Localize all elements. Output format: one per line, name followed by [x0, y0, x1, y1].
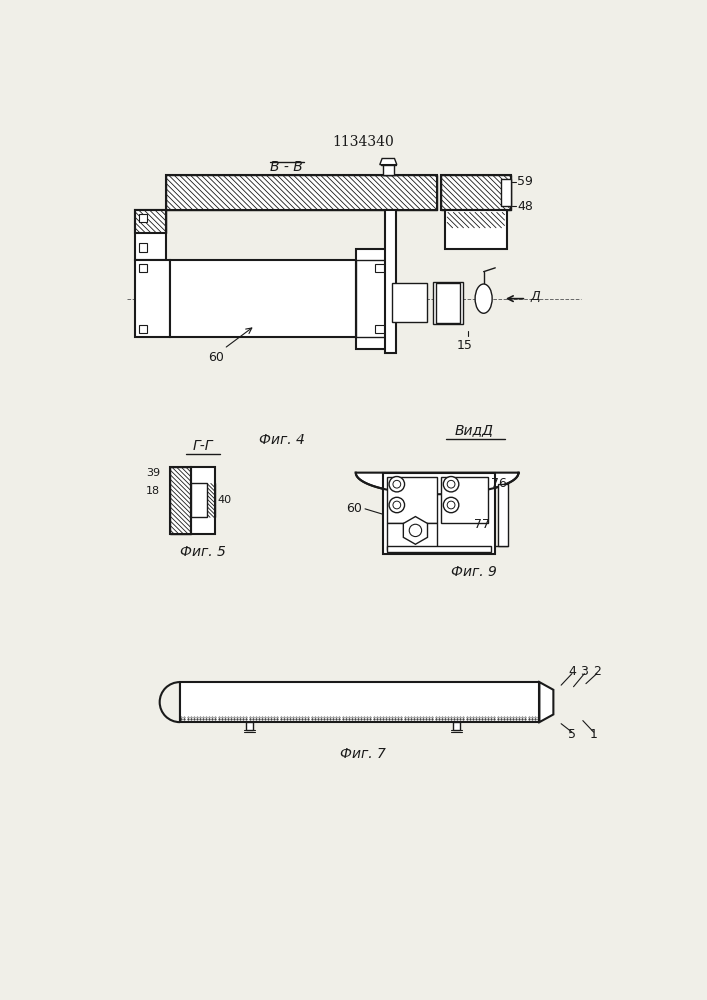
- Bar: [139, 325, 147, 333]
- Bar: [170, 466, 192, 534]
- Bar: [392, 283, 427, 322]
- Text: 48: 48: [517, 200, 533, 213]
- Text: B - B: B - B: [270, 160, 303, 174]
- Bar: [166, 175, 437, 210]
- Text: 76: 76: [491, 477, 507, 490]
- Text: Фиг. 4: Фиг. 4: [259, 433, 305, 447]
- Polygon shape: [539, 682, 554, 722]
- Circle shape: [389, 477, 404, 492]
- Bar: [375, 325, 384, 333]
- Text: Фиг. 9: Фиг. 9: [451, 565, 497, 579]
- Text: 59: 59: [517, 175, 533, 188]
- Bar: [448, 212, 505, 228]
- Bar: [166, 175, 437, 210]
- Bar: [441, 175, 510, 210]
- Circle shape: [389, 497, 404, 513]
- Circle shape: [443, 497, 459, 513]
- Text: 3: 3: [580, 665, 588, 678]
- Text: Фиг. 5: Фиг. 5: [180, 545, 226, 559]
- Bar: [139, 243, 147, 252]
- Bar: [135, 260, 170, 337]
- Text: 18: 18: [146, 486, 160, 496]
- Bar: [383, 165, 394, 175]
- Polygon shape: [404, 517, 428, 544]
- Text: ВидД: ВидД: [455, 423, 493, 437]
- Bar: [356, 260, 391, 337]
- Bar: [375, 264, 384, 272]
- Circle shape: [443, 477, 459, 492]
- Bar: [452, 722, 460, 730]
- Bar: [498, 484, 508, 546]
- Polygon shape: [356, 473, 518, 494]
- Bar: [192, 466, 215, 534]
- Bar: [135, 210, 166, 233]
- Bar: [436, 283, 460, 323]
- Bar: [139, 264, 147, 272]
- Text: 1: 1: [590, 728, 597, 741]
- Bar: [395, 289, 426, 301]
- Bar: [180, 682, 539, 722]
- Text: 5: 5: [568, 728, 576, 741]
- Ellipse shape: [475, 284, 492, 313]
- Bar: [387, 477, 437, 523]
- Bar: [135, 210, 166, 260]
- Bar: [139, 214, 147, 222]
- Polygon shape: [380, 158, 397, 165]
- Bar: [356, 249, 391, 349]
- Bar: [441, 477, 488, 523]
- Bar: [441, 175, 510, 210]
- Text: 60: 60: [209, 351, 224, 364]
- Bar: [246, 722, 253, 730]
- Text: Г-Г: Г-Г: [193, 439, 214, 453]
- Text: 40: 40: [218, 495, 232, 505]
- Bar: [192, 483, 207, 517]
- Bar: [433, 282, 462, 324]
- Bar: [202, 483, 215, 517]
- Bar: [387, 523, 437, 550]
- Bar: [135, 210, 166, 233]
- Text: 2: 2: [593, 665, 601, 678]
- Bar: [387, 546, 491, 552]
- Text: 77: 77: [474, 518, 489, 531]
- Text: 15: 15: [456, 339, 472, 352]
- Bar: [501, 179, 510, 206]
- Text: 4: 4: [568, 665, 576, 678]
- Text: Д: Д: [530, 290, 540, 303]
- Text: 39: 39: [146, 468, 160, 478]
- Text: 60: 60: [346, 502, 362, 515]
- Bar: [436, 283, 460, 323]
- Text: 1134340: 1134340: [332, 135, 394, 149]
- Bar: [445, 210, 507, 249]
- Text: Фиг. 7: Фиг. 7: [340, 747, 385, 761]
- Bar: [170, 466, 192, 534]
- Bar: [170, 260, 356, 337]
- Bar: [385, 210, 396, 353]
- Bar: [383, 473, 495, 554]
